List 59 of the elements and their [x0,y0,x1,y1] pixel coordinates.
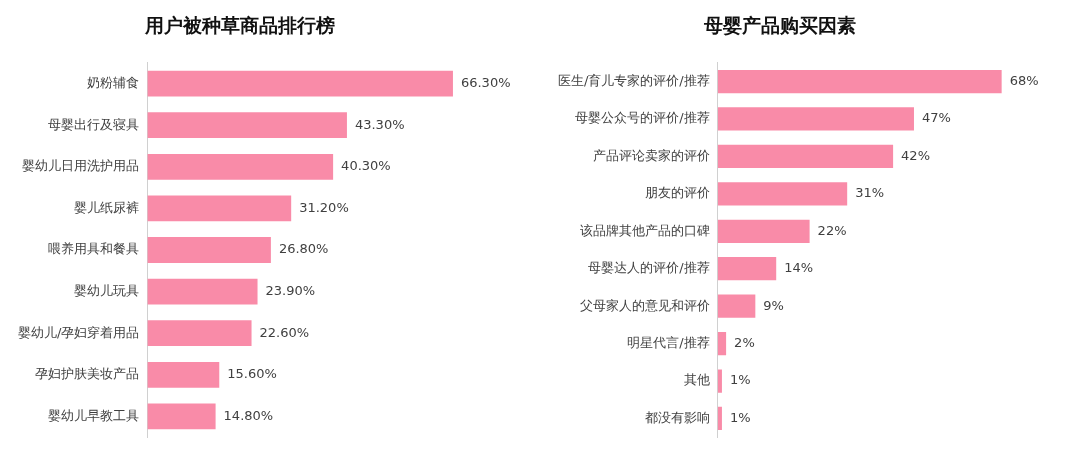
y-tick-label: 该品牌其他产品的口碑 [579,222,710,238]
y-tick-label: 孕妇护肤美妆产品 [35,366,140,382]
bar [717,331,727,356]
y-tick-label: 医生/育儿专家的评价/推荐 [557,72,710,88]
data-label: 2% [734,334,755,350]
data-label: 47% [921,110,951,126]
bar [147,320,252,347]
y-tick-label: 明星代言/推荐 [627,334,710,350]
data-label: 31% [855,185,885,201]
data-label: 68% [1009,72,1039,88]
data-label: 66.30% [460,74,511,90]
y-tick-label: 婴幼儿早教工具 [48,407,140,423]
bar [147,278,258,305]
bar [147,237,271,263]
bar [717,107,914,131]
y-tick-label: 婴儿纸尿裤 [74,199,140,215]
y-tick-label: 婴幼儿玩具 [74,282,140,298]
y-tick-label: 奶粉辅食 [87,74,140,90]
data-label: 14.80% [223,407,274,423]
bar [717,69,1002,94]
bar [147,153,334,180]
y-tick-label: 喂养用具和餐具 [48,241,140,257]
data-label: 43.30% [354,116,405,132]
data-label: 42% [901,147,931,163]
bar [147,112,347,139]
bar [147,70,453,97]
y-tick-label: 母婴出行及寝具 [48,116,140,132]
bar [717,219,810,243]
y-tick-label: 婴幼儿/孕妇穿着用品 [17,324,140,340]
y-tick-label: 都没有影响 [644,409,710,425]
y-tick-label: 母婴公众号的评价/推荐 [575,110,710,126]
data-label: 22% [817,222,847,238]
bar [147,195,292,222]
data-label: 9% [763,297,784,313]
bar [717,257,777,281]
y-tick-label: 父母家人的意见和评价 [579,297,710,313]
y-tick-label: 朋友的评价 [644,185,710,201]
y-tick-label: 母婴达人的评价/推荐 [588,260,710,276]
y-tick-label: 产品评论卖家的评价 [592,147,710,163]
chart-title: 用户被种草商品排行榜 [144,14,335,37]
data-label: 40.30% [341,158,391,174]
data-label: 1% [729,409,751,425]
data-label: 1% [729,372,751,388]
bar [717,294,756,318]
chart-title: 母婴产品购买因素 [703,14,856,37]
bar [147,361,220,388]
y-tick-label: 其他 [683,372,710,388]
data-label: 22.60% [259,324,310,340]
bar [147,403,216,430]
y-tick-label: 婴幼儿日用洗护用品 [22,158,140,174]
data-label: 15.60% [227,366,277,382]
bar [717,182,848,206]
bar [717,406,722,431]
bar [717,369,722,393]
data-label: 31.20% [299,199,349,215]
data-label: 14% [784,260,814,276]
data-label: 26.80% [278,241,329,257]
bar [717,144,894,169]
data-label: 23.90% [265,282,316,298]
